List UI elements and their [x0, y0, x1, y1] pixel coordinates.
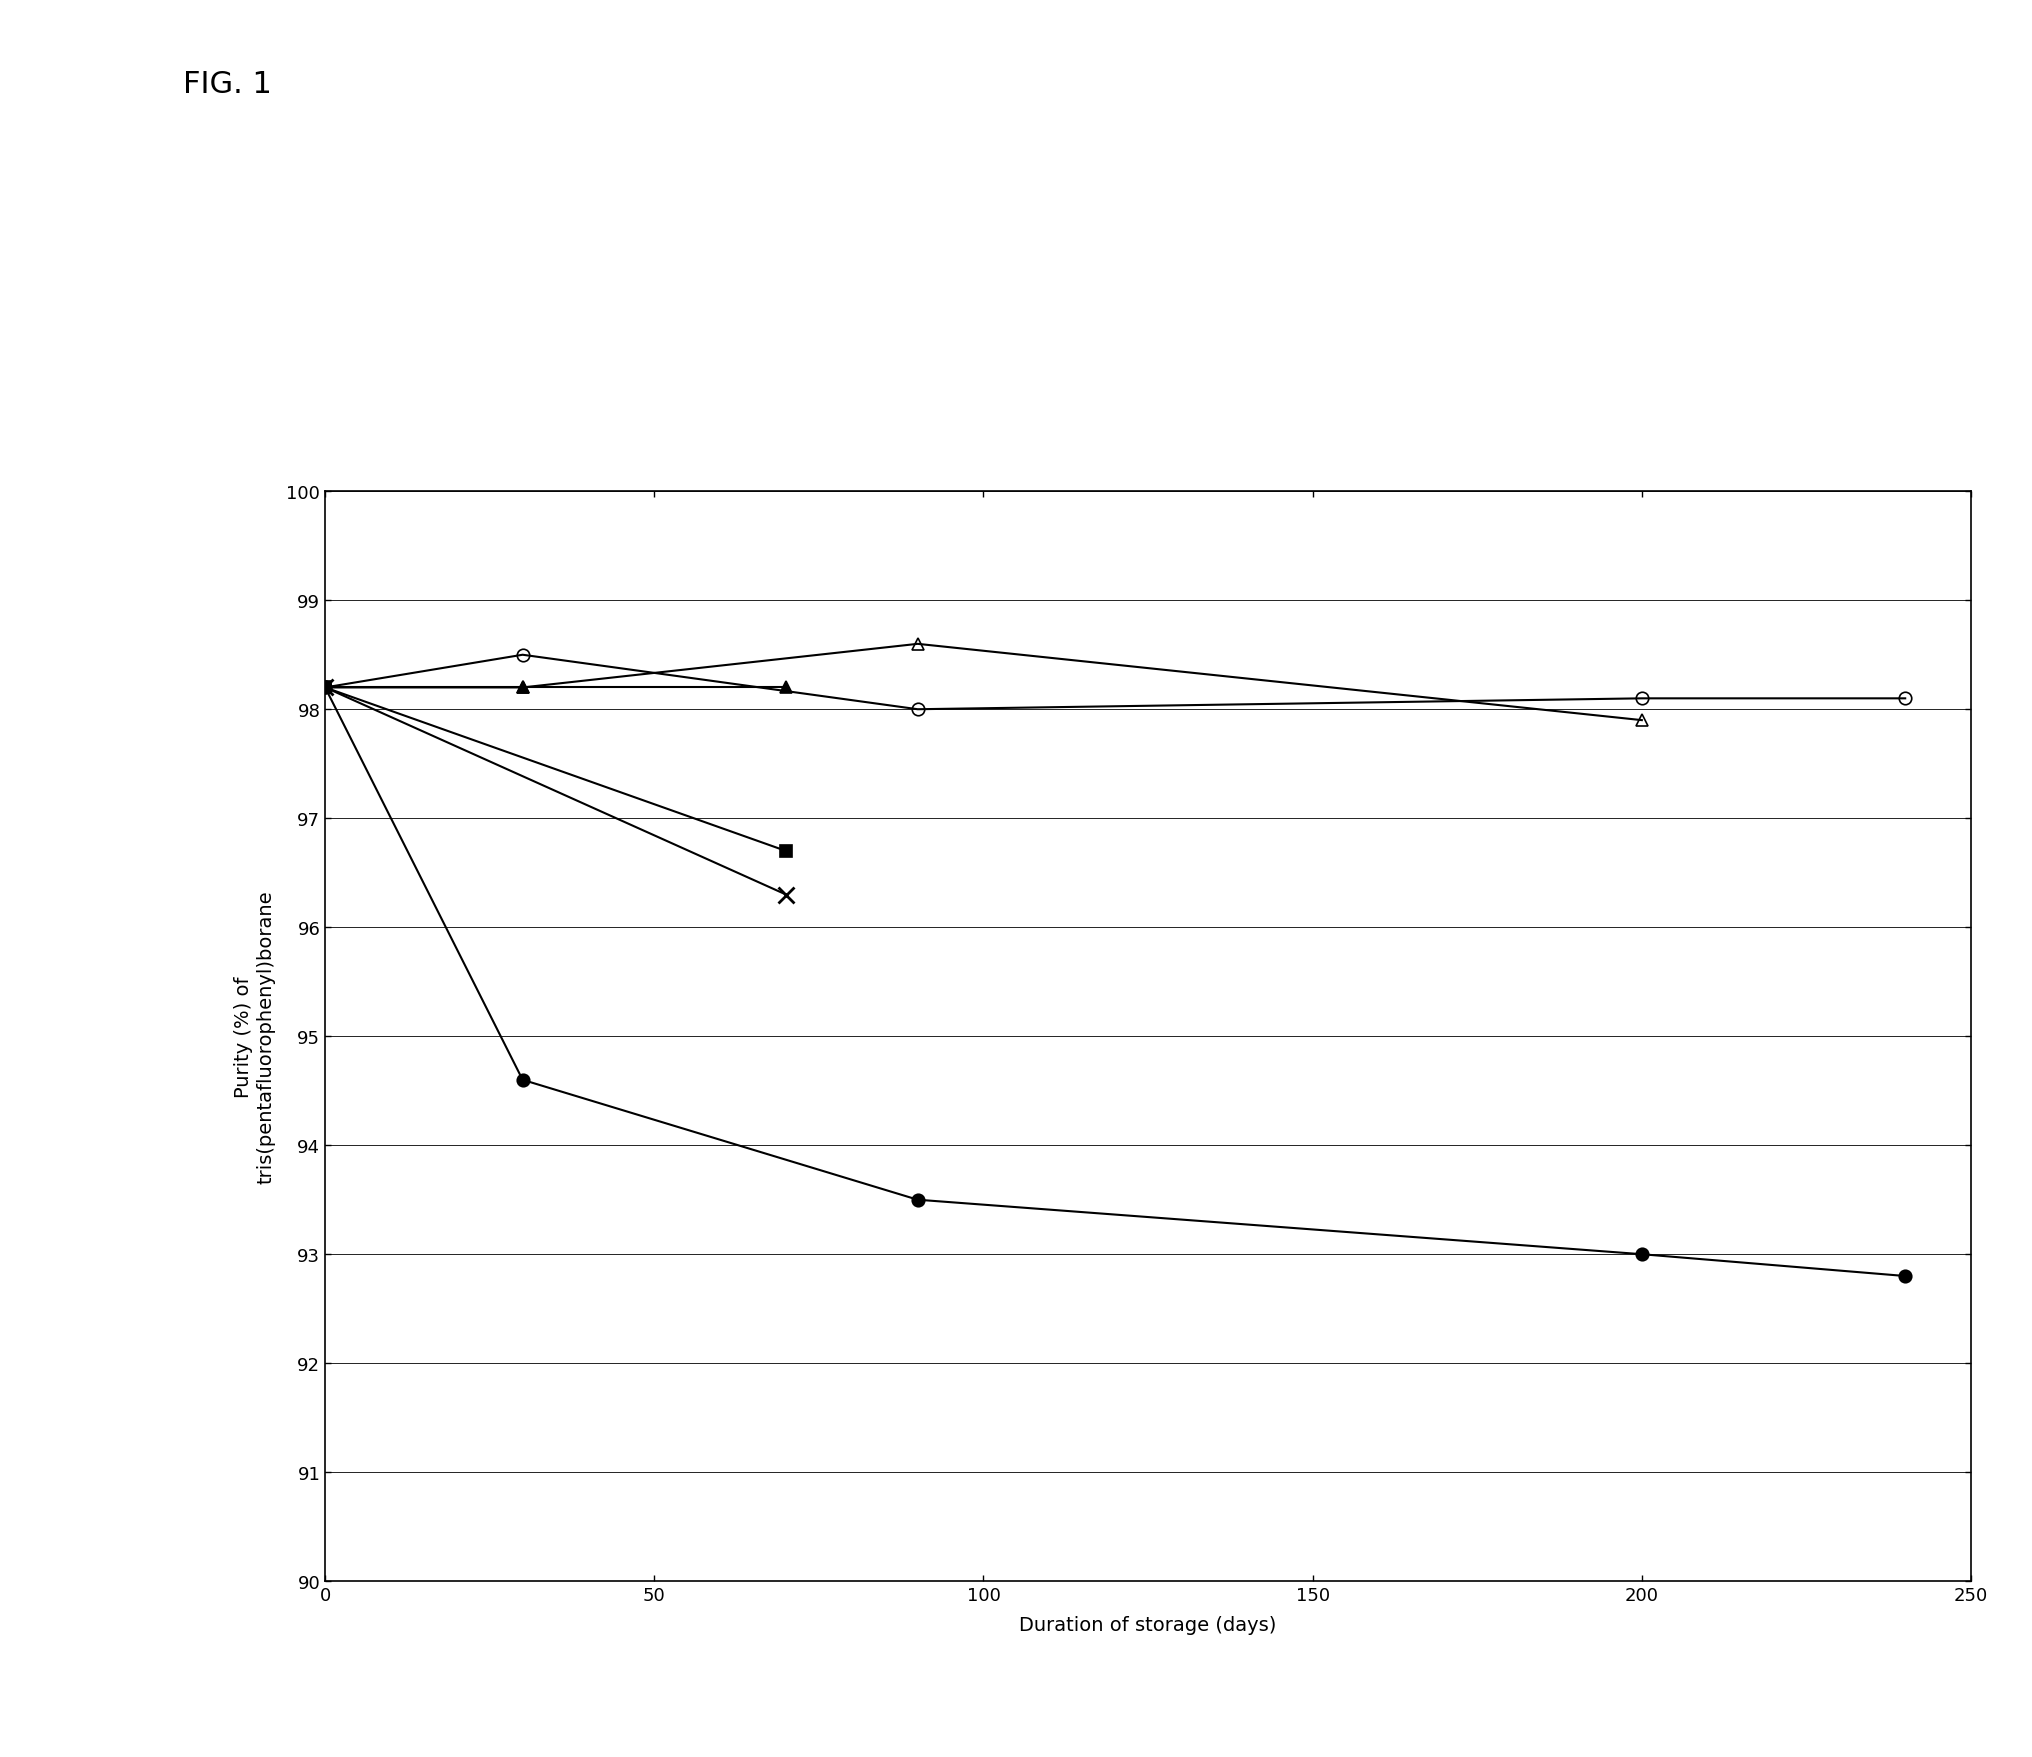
X-axis label: Duration of storage (days): Duration of storage (days)	[1020, 1615, 1276, 1634]
Y-axis label: Purity (%) of
tris(pentafluorophenyl)borane: Purity (%) of tris(pentafluorophenyl)bor…	[234, 889, 274, 1184]
Text: FIG. 1: FIG. 1	[183, 70, 272, 98]
